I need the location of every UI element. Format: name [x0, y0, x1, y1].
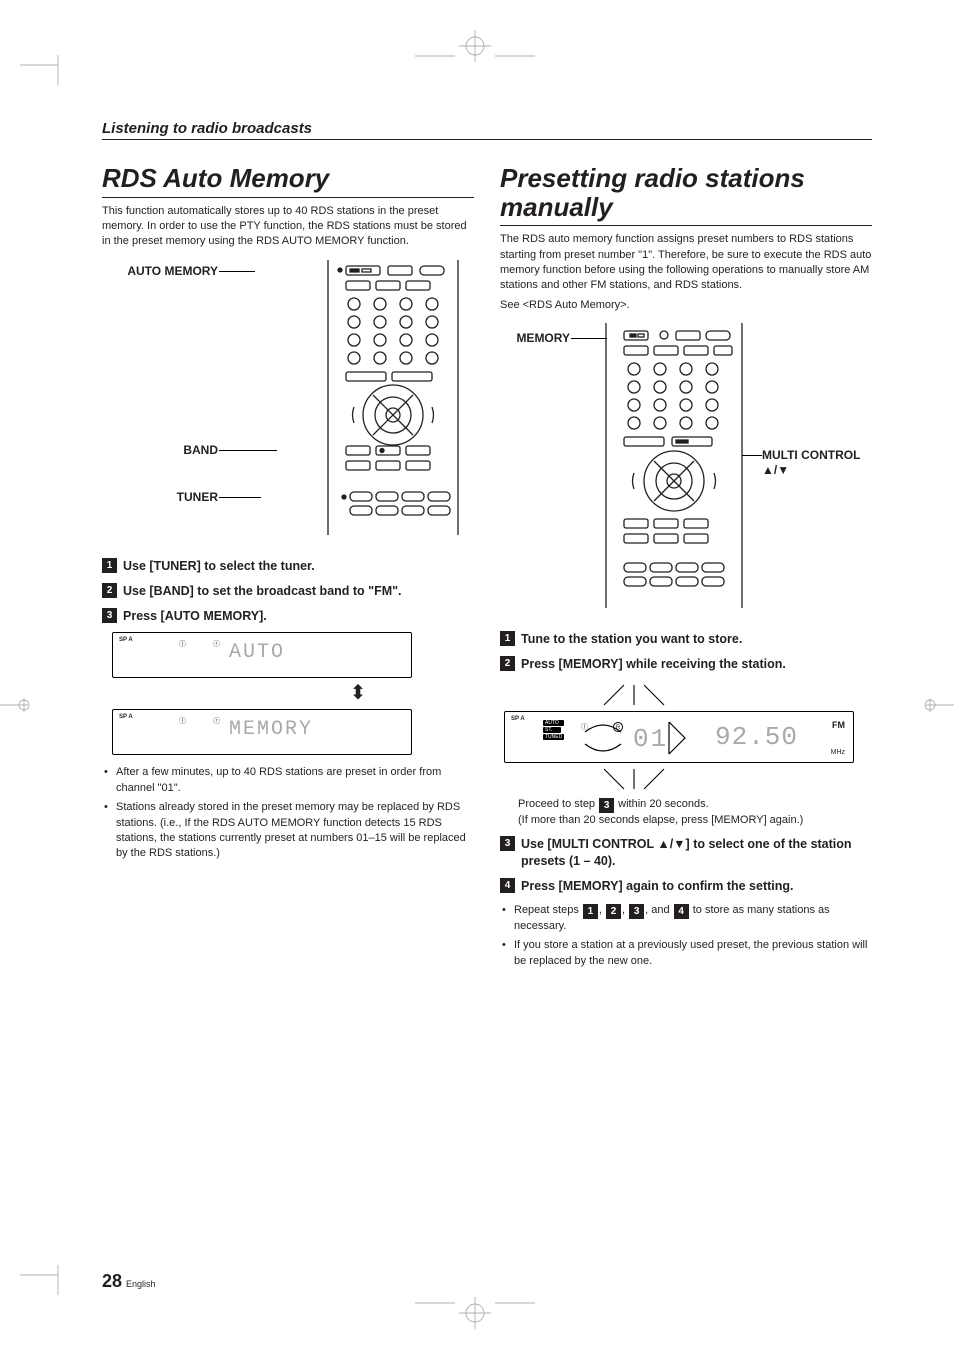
- dp-sp-r: SP A: [511, 716, 525, 722]
- display-callout-lines: [504, 681, 854, 707]
- step-num-3: 3: [102, 608, 117, 623]
- crop-mark-bottom: [415, 1295, 535, 1331]
- crop-mark-left: [0, 690, 36, 720]
- dp-r-1: ⓡ: [213, 639, 220, 649]
- dp-l-2: ⓛ: [179, 716, 186, 726]
- dp-r-2: ⓡ: [213, 716, 220, 726]
- display-tuner: SP A AUTO ST. TUNED ⓛ R 01 92.50 FM MHz: [504, 711, 854, 763]
- remote-illustration-left: [318, 260, 468, 535]
- remote-diagram-left: AUTO MEMORY BAND TUNER: [102, 260, 474, 540]
- content-area: Listening to radio broadcasts RDS Auto M…: [102, 120, 872, 973]
- dp-text-auto: AUTO: [229, 641, 285, 664]
- bullets-right: Repeat steps 1, 2, 3, and 4 to store as …: [500, 903, 872, 969]
- remote-diagram-right: MEMORY MULTI CONTROL▲/▼: [500, 323, 872, 613]
- dp-sp-2: SP A: [119, 714, 133, 720]
- see-ref: See <RDS Auto Memory>.: [500, 298, 872, 313]
- dp-l-1: ⓛ: [179, 639, 186, 649]
- dp-tags: AUTO ST. TUNED: [543, 720, 564, 741]
- label-auto-memory: AUTO MEMORY: [102, 264, 218, 278]
- dp-preset: 01: [633, 724, 668, 754]
- label-multi-control: MULTI CONTROL▲/▼: [762, 448, 882, 477]
- display-callout-lines-bottom: [504, 767, 854, 793]
- step-right-1: 1Tune to the station you want to store.: [500, 631, 872, 648]
- step-left-1: 1Use [TUNER] to select the tuner.: [102, 558, 474, 575]
- dp-freq: 92.50: [715, 722, 798, 752]
- label-memory: MEMORY: [498, 331, 570, 345]
- step-num-r2: 2: [500, 656, 515, 671]
- crop-mark-bl: [20, 1265, 80, 1305]
- crop-mark-right: [918, 690, 954, 720]
- label-band: BAND: [102, 443, 218, 457]
- crop-mark-tl: [20, 55, 80, 95]
- intro-left: This function automatically stores up to…: [102, 204, 474, 250]
- column-left: RDS Auto Memory This function automatica…: [102, 164, 474, 866]
- arrow-between-icon: ⬍: [242, 680, 474, 705]
- intro-right: The RDS auto memory function assigns pre…: [500, 232, 872, 294]
- step-num-r4: 4: [500, 878, 515, 893]
- bullets-left: After a few minutes, up to 40 RDS statio…: [102, 765, 474, 861]
- label-tuner: TUNER: [102, 490, 218, 504]
- remote-illustration-right: [594, 323, 754, 608]
- page-number: 28English: [102, 1271, 156, 1292]
- dp-fm: FM: [832, 720, 845, 730]
- step-num-1: 1: [102, 558, 117, 573]
- step-num-2: 2: [102, 583, 117, 598]
- note-proceed: Proceed to step 3 within 20 seconds.: [518, 797, 872, 813]
- title-rds-auto-memory: RDS Auto Memory: [102, 164, 474, 198]
- step-right-3: 3Use [MULTI CONTROL ▲/▼] to select one o…: [500, 836, 872, 870]
- step-right-4: 4Press [MEMORY] again to confirm the set…: [500, 878, 872, 895]
- step-left-3: 3Press [AUTO MEMORY].: [102, 608, 474, 625]
- dp-mhz: MHz: [831, 749, 845, 756]
- step-num-r1: 1: [500, 631, 515, 646]
- page-root: Listening to radio broadcasts RDS Auto M…: [0, 0, 954, 1350]
- display-memory: SP A ⓛ ⓡ MEMORY: [112, 709, 412, 755]
- dp-text-memory: MEMORY: [229, 718, 313, 741]
- bullet-right-2: If you store a station at a previously u…: [514, 938, 872, 969]
- column-right: Presetting radio stations manually The R…: [500, 164, 872, 973]
- dp-sp-1: SP A: [119, 637, 133, 643]
- section-header: Listening to radio broadcasts: [102, 120, 872, 140]
- step-num-r3: 3: [500, 836, 515, 851]
- bullet-left-1: After a few minutes, up to 40 RDS statio…: [116, 765, 474, 796]
- note-elapse: (If more than 20 seconds elapse, press […: [518, 813, 872, 828]
- step-right-2: 2Press [MEMORY] while receiving the stat…: [500, 656, 872, 673]
- title-presetting: Presetting radio stations manually: [500, 164, 872, 226]
- crop-mark-top: [415, 28, 535, 64]
- bullet-right-1: Repeat steps 1, 2, 3, and 4 to store as …: [514, 903, 872, 934]
- bullet-left-2: Stations already stored in the preset me…: [116, 800, 474, 862]
- display-auto: SP A ⓛ ⓡ AUTO: [112, 632, 412, 678]
- step-left-2: 2Use [BAND] to set the broadcast band to…: [102, 583, 474, 600]
